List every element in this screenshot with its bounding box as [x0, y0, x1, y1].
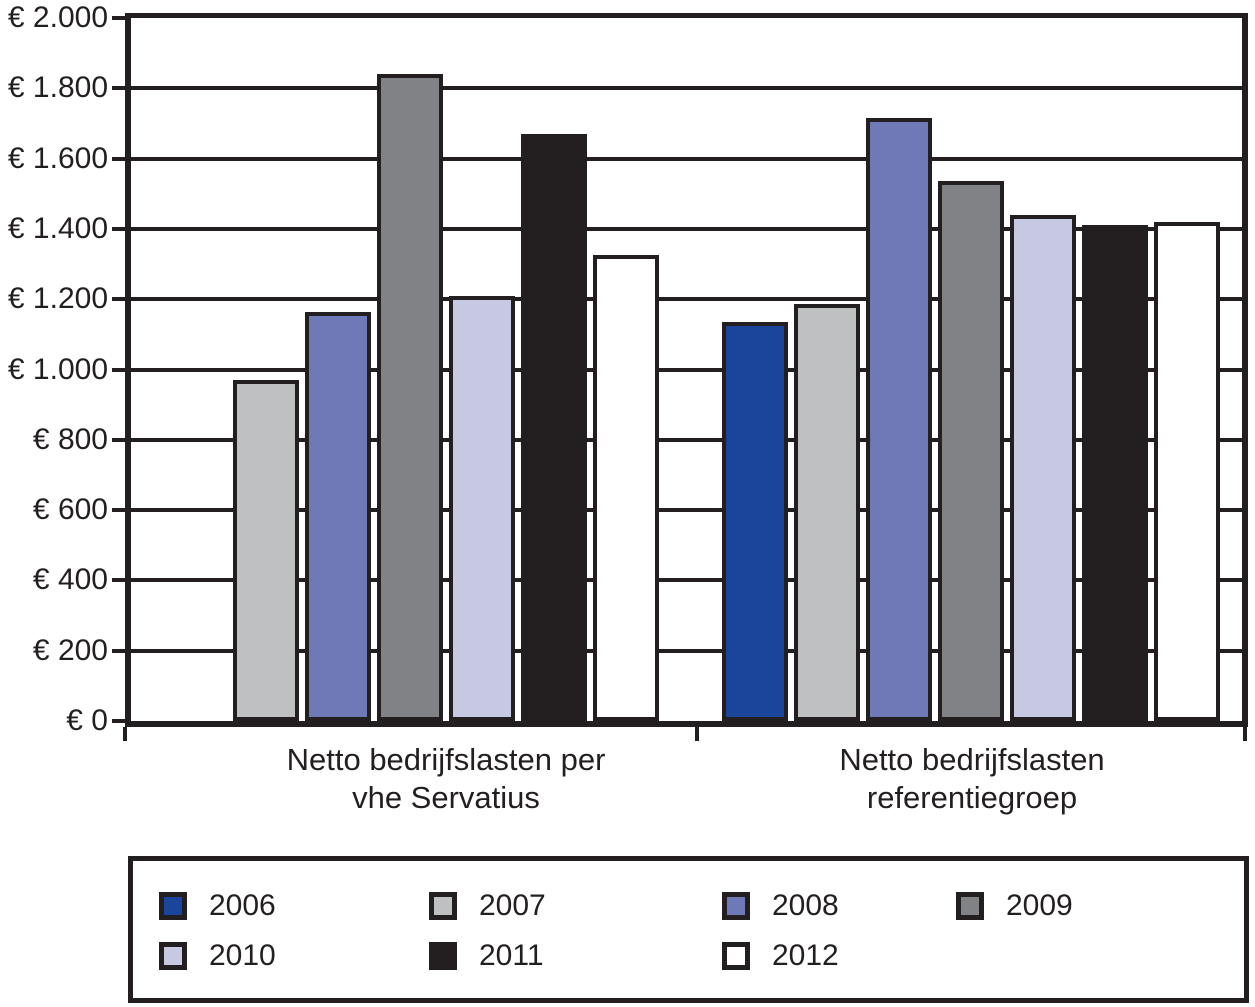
- legend-swatch-2012: [722, 942, 750, 970]
- y-tick-mark-400: [112, 578, 125, 583]
- legend-item-2006: 2006: [159, 891, 276, 921]
- y-tick-label-2000: € 2.000: [7, 1, 108, 34]
- y-tick-mark-800: [112, 437, 125, 442]
- y-tick-label-1200: € 1.200: [7, 282, 108, 316]
- y-tick-label-1000: € 1.000: [7, 352, 108, 386]
- legend-label-2008: 2008: [772, 889, 839, 922]
- y-tick-mark-600: [112, 508, 125, 513]
- y-tick-label-200: € 200: [32, 633, 108, 667]
- bar-2012-referentiegroep: [1154, 222, 1220, 721]
- legend-swatch-2008: [722, 892, 750, 920]
- category-label-servatius: Netto bedrijfslasten per vhe Servatius: [286, 742, 606, 815]
- plot-content: [131, 18, 1242, 721]
- bar-2007-servatius: [233, 380, 299, 721]
- legend-label-2011: 2011: [479, 939, 544, 972]
- gridline-1800: [131, 86, 1242, 91]
- x-tick-left: [123, 727, 127, 741]
- y-tick-label-1400: € 1.400: [7, 211, 108, 245]
- bar-2008-servatius: [305, 312, 371, 721]
- x-tick-middle: [695, 727, 699, 741]
- category-label-referentiegroep: Netto bedrijfslasten referentiegroep: [839, 742, 1105, 815]
- bar-2008-referentiegroep: [866, 118, 932, 721]
- gridline-1600: [131, 156, 1242, 161]
- y-tick-label-1800: € 1.800: [7, 71, 108, 105]
- gridline-200: [131, 648, 1242, 653]
- legend-item-2011: 2011: [429, 941, 544, 971]
- legend-label-2009: 2009: [1006, 889, 1073, 922]
- legend-box: 2006 2007 2008 2009 2010 2011 2012: [128, 856, 1249, 1003]
- bar-2012-servatius: [593, 255, 659, 721]
- legend-swatch-2010: [159, 942, 187, 970]
- legend-item-2012: 2012: [722, 941, 839, 971]
- y-tick-mark-1800: [112, 86, 125, 91]
- y-tick-label-1600: € 1.600: [7, 141, 108, 175]
- legend-label-2012: 2012: [772, 939, 839, 972]
- gridline-600: [131, 508, 1242, 513]
- y-tick-mark-0: [112, 719, 125, 723]
- gridline-1200: [131, 297, 1242, 302]
- y-tick-mark-1600: [112, 156, 125, 161]
- legend-item-2007: 2007: [429, 891, 546, 921]
- legend-item-2008: 2008: [722, 891, 839, 921]
- bar-2010-referentiegroep: [1010, 215, 1076, 721]
- y-tick-label-0: € 0: [66, 704, 108, 737]
- bar-2007-referentiegroep: [794, 304, 860, 721]
- gridline-1400: [131, 226, 1242, 231]
- y-axis-labels: € 0 € 200 € 400 € 600 € 800 € 1.000 € 1.200 € 1…: [0, 2, 108, 737]
- bar-group-servatius: [233, 74, 659, 721]
- y-tick-mark-2000: [112, 16, 125, 20]
- y-tick-label-600: € 600: [32, 493, 108, 527]
- legend-swatch-2009: [956, 892, 984, 920]
- bar-2009-servatius: [377, 74, 443, 721]
- legend-item-2009: 2009: [956, 891, 1073, 921]
- legend-item-2010: 2010: [159, 941, 276, 971]
- bar-2011-servatius: [521, 134, 587, 721]
- legend-swatch-2011: [429, 942, 457, 970]
- y-tick-label-800: € 800: [32, 422, 108, 456]
- y-tick-mark-200: [112, 648, 125, 653]
- legend-label-2006: 2006: [209, 889, 276, 922]
- gridline-800: [131, 437, 1242, 442]
- plot-area: [125, 13, 1248, 727]
- y-tick-mark-1400: [112, 226, 125, 231]
- bar-2006-referentiegroep: [722, 322, 788, 721]
- bar-2010-servatius: [449, 296, 515, 721]
- legend-label-2007: 2007: [479, 889, 546, 922]
- y-tick-mark-1000: [112, 367, 125, 372]
- y-tick-mark-1200: [112, 297, 125, 302]
- y-axis-tick-marks: [112, 16, 125, 723]
- legend-swatch-2006: [159, 892, 187, 920]
- legend-swatch-2007: [429, 892, 457, 920]
- x-tick-right: [1243, 727, 1247, 741]
- legend-label-2010: 2010: [209, 939, 276, 972]
- bar-group-referentiegroep: [722, 118, 1220, 721]
- y-tick-label-400: € 400: [32, 563, 108, 597]
- gridline-1000: [131, 367, 1242, 372]
- bar-2009-referentiegroep: [938, 181, 1004, 721]
- gridline-400: [131, 578, 1242, 583]
- bar-2011-referentiegroep: [1082, 225, 1148, 721]
